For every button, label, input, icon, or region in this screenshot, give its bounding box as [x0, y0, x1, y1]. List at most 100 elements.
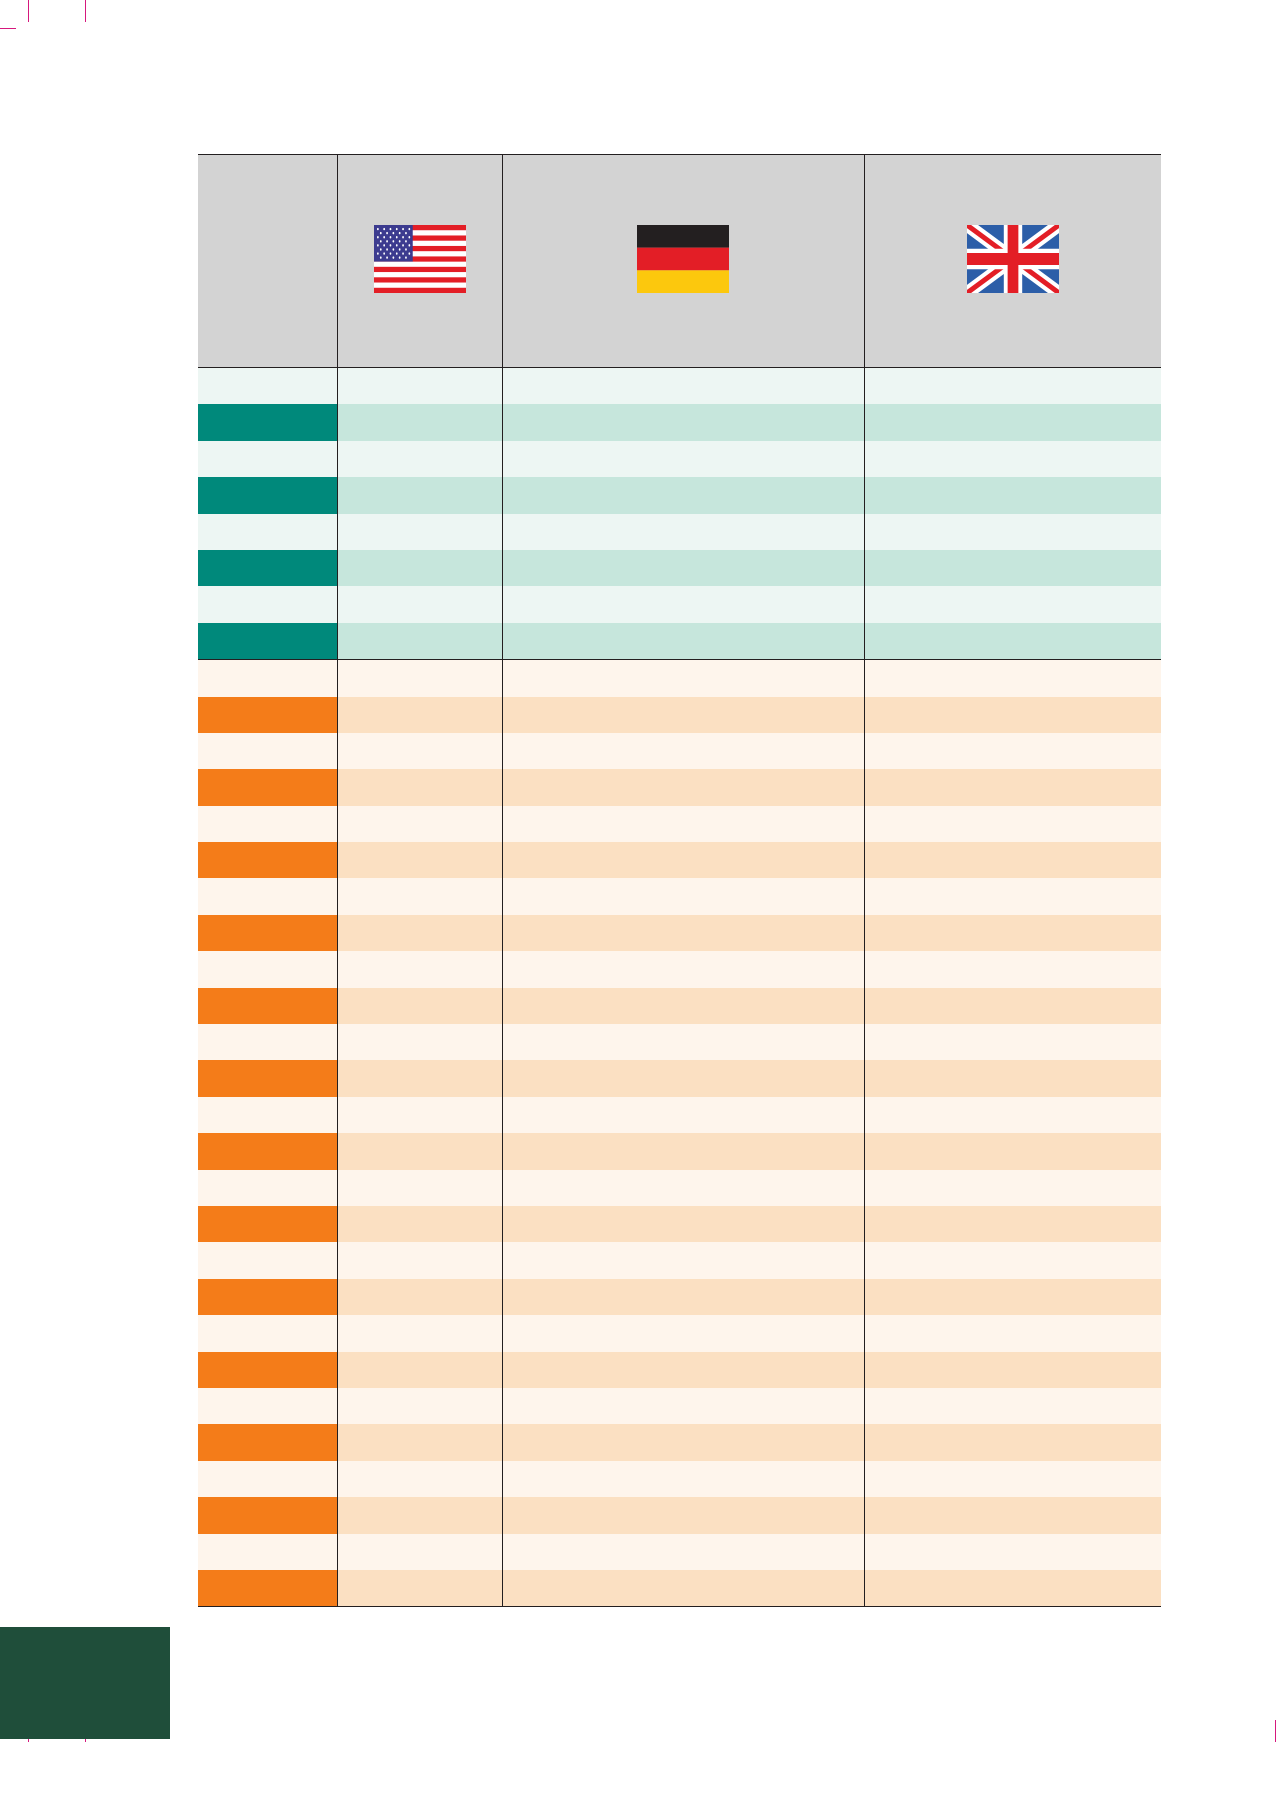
row-value-cell [863, 622, 1161, 660]
row-label-cell [198, 440, 337, 478]
row-value-cell [336, 549, 502, 587]
row-value-cell [336, 513, 502, 550]
table-row-teal [198, 404, 1161, 441]
row-value-cell [501, 696, 864, 733]
row-value-cell [501, 1205, 864, 1243]
row-value-cell [863, 1351, 1161, 1388]
row-value-cell [863, 513, 1161, 550]
table-row-orange [198, 1387, 1161, 1425]
row-value-cell [336, 842, 502, 879]
table-row-orange [198, 1205, 1161, 1243]
row-value-cell [501, 914, 864, 952]
row-value-cell [501, 1096, 864, 1134]
row-label-cell [198, 1205, 337, 1243]
row-value-cell [501, 513, 864, 550]
table-row-teal [198, 440, 1161, 478]
row-value-cell [336, 1205, 502, 1243]
row-value-cell [863, 1497, 1161, 1534]
row-value-cell [501, 549, 864, 587]
row-label-cell [198, 1133, 337, 1170]
row-value-cell [501, 878, 864, 915]
row-label-cell [198, 477, 337, 514]
table-row-teal [198, 477, 1161, 514]
row-value-cell [863, 1315, 1161, 1352]
table-row-teal [198, 586, 1161, 623]
row-value-cell [501, 842, 864, 879]
table-row-teal [198, 367, 1161, 405]
row-value-cell [863, 805, 1161, 843]
row-value-cell [336, 1169, 502, 1206]
row-value-cell [336, 404, 502, 441]
row-label-cell [198, 1278, 337, 1316]
row-label-cell [198, 1242, 337, 1279]
row-value-cell [863, 659, 1161, 697]
row-value-cell [863, 1569, 1161, 1607]
table-row-orange [198, 659, 1161, 697]
header-empty-cell [198, 154, 337, 368]
row-value-cell [501, 951, 864, 988]
row-label-cell [198, 659, 337, 697]
row-value-cell [863, 1278, 1161, 1316]
row-value-cell [501, 805, 864, 843]
row-label-cell [198, 1387, 337, 1425]
row-value-cell [863, 951, 1161, 988]
row-value-cell [336, 1133, 502, 1170]
table-row-orange [198, 1024, 1161, 1061]
table-row-orange [198, 1242, 1161, 1279]
row-label-cell [198, 914, 337, 952]
table-row-orange [198, 1060, 1161, 1097]
row-value-cell [863, 367, 1161, 405]
row-label-cell [198, 549, 337, 587]
table-row-orange [198, 1351, 1161, 1388]
row-value-cell [336, 696, 502, 733]
row-value-cell [501, 622, 864, 660]
united-states-flag-icon [373, 225, 466, 293]
united-kingdom-flag-icon [966, 225, 1059, 293]
table-row-orange [198, 1169, 1161, 1206]
row-label-cell [198, 1533, 337, 1570]
crop-mark [85, 0, 86, 22]
header-row [198, 154, 1161, 368]
row-value-cell [863, 404, 1161, 441]
row-label-cell [198, 732, 337, 770]
row-value-cell [336, 1424, 502, 1461]
germany-flag-icon [637, 225, 729, 293]
row-value-cell [501, 1169, 864, 1206]
row-value-cell [501, 987, 864, 1025]
table-row-orange [198, 1460, 1161, 1498]
table-row-orange [198, 1533, 1161, 1570]
row-value-cell [336, 1315, 502, 1352]
row-value-cell [336, 987, 502, 1025]
row-value-cell [863, 586, 1161, 623]
row-value-cell [863, 1096, 1161, 1134]
table-row-teal [198, 549, 1161, 587]
table-row-orange [198, 878, 1161, 915]
header-germany [501, 154, 864, 368]
row-label-cell [198, 951, 337, 988]
row-value-cell [863, 1024, 1161, 1061]
row-label-cell [198, 1351, 337, 1388]
row-value-cell [501, 477, 864, 514]
row-value-cell [863, 477, 1161, 514]
table-row-orange [198, 1278, 1161, 1316]
row-label-cell [198, 1060, 337, 1097]
row-value-cell [863, 1060, 1161, 1097]
row-value-cell [863, 1133, 1161, 1170]
table-row-orange [198, 1133, 1161, 1170]
row-value-cell [863, 440, 1161, 478]
row-label-cell [198, 1096, 337, 1134]
row-value-cell [501, 1242, 864, 1279]
row-value-cell [501, 1060, 864, 1097]
row-value-cell [501, 367, 864, 405]
table-row-orange [198, 914, 1161, 952]
header-usa [336, 154, 502, 368]
row-value-cell [336, 586, 502, 623]
row-value-cell [336, 1497, 502, 1534]
row-value-cell [336, 732, 502, 770]
row-value-cell [863, 696, 1161, 733]
row-value-cell [336, 951, 502, 988]
table-body [198, 367, 1161, 1607]
table-row-teal [198, 622, 1161, 660]
row-value-cell [336, 914, 502, 952]
row-value-cell [501, 732, 864, 770]
